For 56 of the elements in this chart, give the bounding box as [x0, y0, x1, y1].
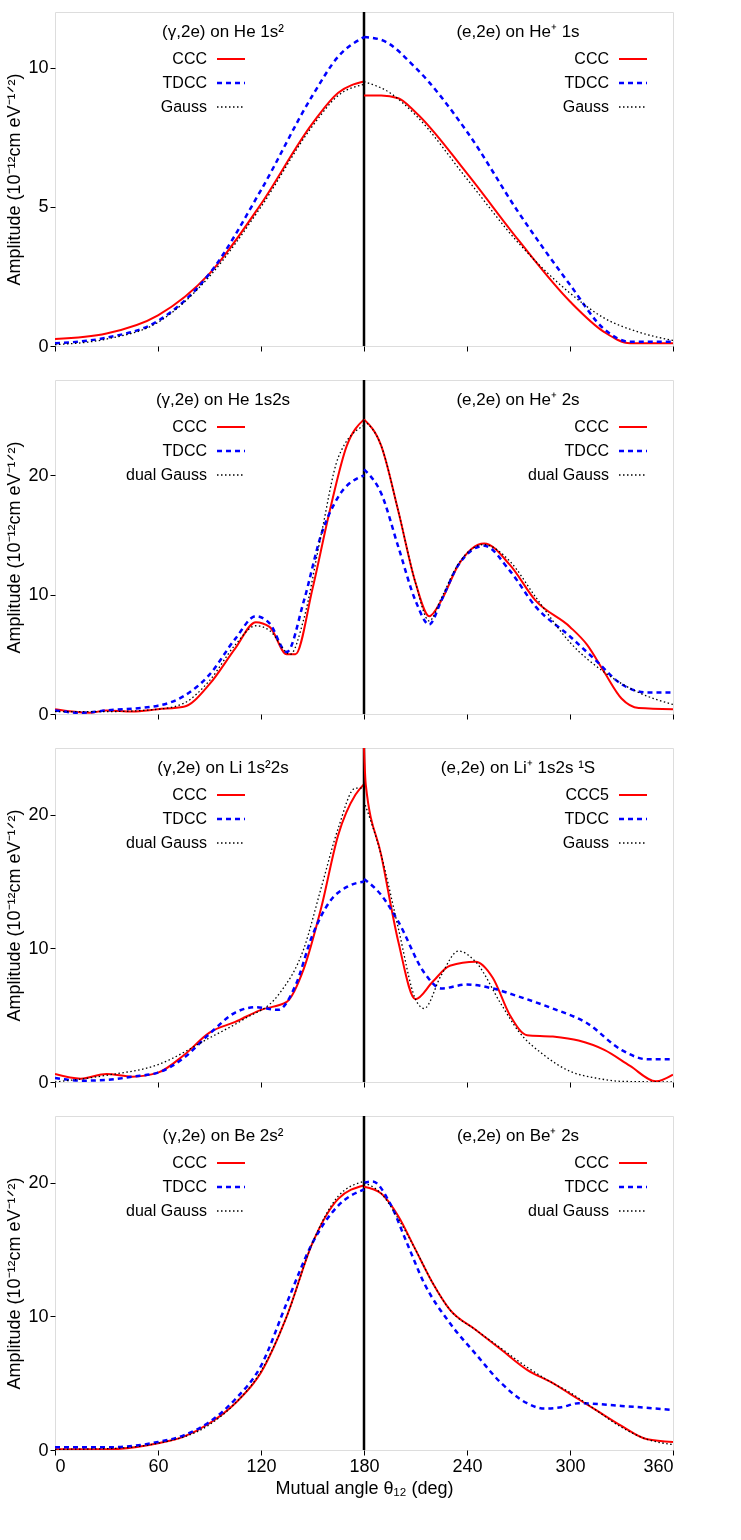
legend-label: CCC [574, 50, 609, 67]
legend-label: CCC5 [565, 786, 610, 803]
legend-label: CCC [172, 50, 207, 67]
legend-label: dual Gauss [126, 1202, 207, 1219]
legend-label: dual Gauss [126, 466, 207, 483]
y-tick-label: 20 [28, 1172, 49, 1193]
legend-label: CCC [172, 418, 207, 435]
annotation: (γ,2e) on He 1s² [162, 22, 285, 41]
x-axis-title: Mutual angle θ₁₂ (deg) [275, 1477, 454, 1498]
legend-label: TDCC [564, 1178, 609, 1195]
legend-label: TDCC [564, 810, 609, 827]
legend-label: Gauss [562, 834, 609, 851]
annotation: (e,2e) on Li⁺ 1s2s ¹S [440, 758, 596, 777]
legend-label: dual Gauss [126, 834, 207, 851]
annotation: (γ,2e) on He 1s2s [155, 390, 291, 409]
y-axis-title: Amplitude (10⁻¹²cm eV⁻¹ᐟ²) [4, 809, 25, 1022]
legend-label: Gauss [562, 98, 609, 115]
legend-label: CCC [172, 786, 207, 803]
x-tick-label: 0 [55, 1455, 66, 1476]
y-axis-title: Amplitude (10⁻¹²cm eV⁻¹ᐟ²) [4, 73, 25, 286]
legend-label: TDCC [162, 442, 207, 459]
x-tick-label: 300 [555, 1455, 586, 1476]
legend-label: Gauss [160, 98, 207, 115]
y-tick-label: 5 [38, 196, 49, 217]
y-tick-label: 0 [38, 703, 49, 724]
legend-label: TDCC [564, 74, 609, 91]
x-tick-label: 180 [349, 1455, 380, 1476]
y-tick-label: 0 [38, 1071, 49, 1092]
y-axis-title: Amplitude (10⁻¹²cm eV⁻¹ᐟ²) [4, 441, 25, 654]
annotation: (e,2e) on He⁺ 1s [456, 22, 580, 41]
x-tick-label: 60 [148, 1455, 169, 1476]
y-tick-label: 0 [38, 1439, 49, 1460]
y-axis-title: Amplitude (10⁻¹²cm eV⁻¹ᐟ²) [4, 1177, 25, 1390]
x-tick-label: 360 [643, 1455, 674, 1476]
legend-label: TDCC [162, 1178, 207, 1195]
legend-label: dual Gauss [528, 1202, 609, 1219]
annotation: (γ,2e) on Li 1s²2s [157, 758, 289, 777]
y-tick-label: 10 [28, 937, 49, 958]
y-tick-label: 20 [28, 464, 49, 485]
legend-label: dual Gauss [528, 466, 609, 483]
legend-label: CCC [574, 1154, 609, 1171]
y-tick-label: 20 [28, 804, 49, 825]
y-tick-label: 10 [28, 584, 49, 605]
legend-label: TDCC [162, 810, 207, 827]
legend-label: TDCC [564, 442, 609, 459]
y-tick-label: 0 [38, 335, 49, 356]
legend-label: CCC [172, 1154, 207, 1171]
y-tick-label: 10 [28, 1305, 49, 1326]
x-tick-label: 120 [246, 1455, 277, 1476]
y-tick-label: 10 [28, 57, 49, 78]
annotation: (γ,2e) on Be 2s² [162, 1126, 284, 1145]
legend-label: TDCC [162, 74, 207, 91]
annotation: (e,2e) on Be⁺ 2s [456, 1126, 580, 1145]
x-tick-label: 240 [452, 1455, 483, 1476]
annotation: (e,2e) on He⁺ 2s [456, 390, 580, 409]
legend-label: CCC [574, 418, 609, 435]
